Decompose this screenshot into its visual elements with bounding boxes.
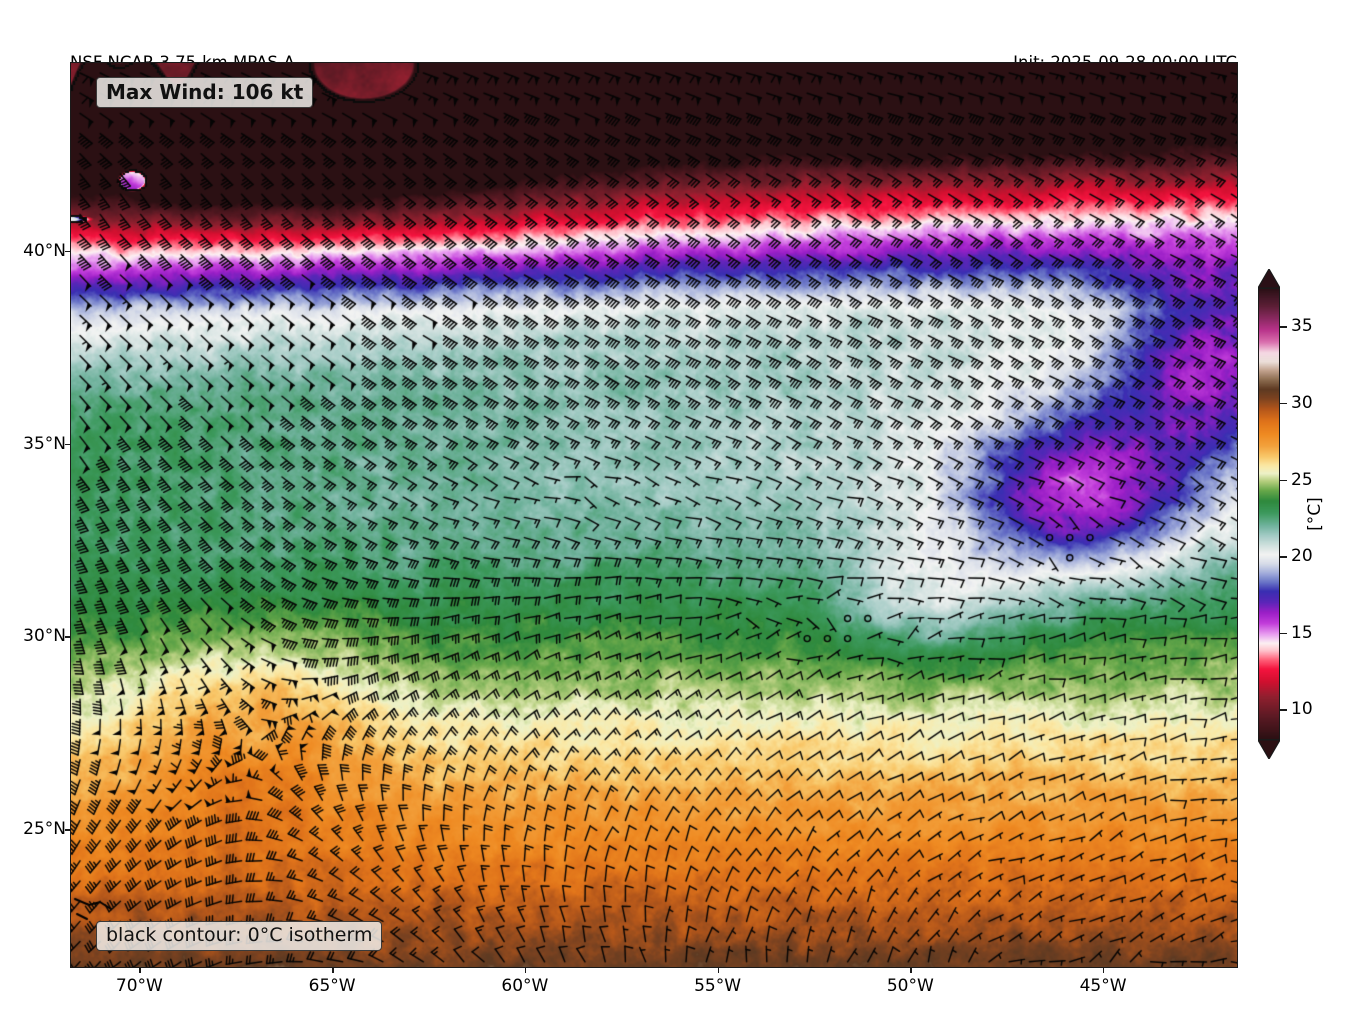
lon-tick-label-45°w: 45°W bbox=[1079, 976, 1127, 996]
max-wind-annotation: Max Wind: 106 kt bbox=[96, 77, 314, 109]
colorbar-gradient bbox=[1258, 288, 1280, 740]
colorbar-tickmark bbox=[1280, 479, 1287, 481]
lat-tick-label-35°n: 35°N bbox=[23, 433, 66, 454]
colorbar[interactable] bbox=[1258, 269, 1280, 759]
lon-tick-label-55°w: 55°W bbox=[694, 976, 742, 996]
colorbar-axis-label: [°C] bbox=[1305, 497, 1325, 531]
lat-tick-label-40°n: 40°N bbox=[23, 240, 66, 261]
lat-tickmark bbox=[65, 443, 70, 446]
isotherm-legend-annotation: black contour: 0°C isotherm bbox=[96, 921, 383, 952]
temperature-wind-map[interactable]: Max Wind: 106 kt black contour: 0°C isot… bbox=[70, 62, 1238, 968]
colorbar-tick-label-35: 35 bbox=[1291, 316, 1313, 337]
lon-tickmark bbox=[139, 968, 141, 973]
colorbar-tickmark bbox=[1280, 402, 1287, 405]
lon-tickmark bbox=[1103, 968, 1105, 973]
colorbar-tick-label-30: 30 bbox=[1291, 392, 1313, 413]
lat-tick-label-25°n: 25°N bbox=[23, 819, 66, 840]
colorbar-tick-label-10: 10 bbox=[1291, 699, 1313, 720]
colorbar-tickmark bbox=[1280, 556, 1287, 558]
colorbar-tick-label-15: 15 bbox=[1291, 622, 1313, 643]
lon-tickmark bbox=[910, 968, 912, 973]
colorbar-tickmark bbox=[1280, 632, 1287, 635]
colorbar-tickmark bbox=[1280, 709, 1287, 711]
colorbar-extend-min-arrow bbox=[1258, 740, 1280, 759]
lat-tickmark bbox=[65, 829, 70, 831]
lon-tick-label-50°w: 50°W bbox=[886, 976, 934, 996]
colorbar-extend-max-arrow bbox=[1258, 269, 1280, 288]
lon-tick-label-70°w: 70°W bbox=[115, 976, 163, 996]
colorbar-tick-label-20: 20 bbox=[1291, 546, 1313, 567]
temperature-field-canvas bbox=[71, 63, 1237, 967]
lat-tick-label-30°n: 30°N bbox=[23, 626, 66, 647]
colorbar-tickmark bbox=[1280, 326, 1287, 328]
colorbar-tick-label-25: 25 bbox=[1291, 469, 1313, 490]
lon-tick-label-60°w: 60°W bbox=[501, 976, 549, 996]
lon-tickmark bbox=[524, 968, 527, 973]
lat-tickmark bbox=[65, 636, 70, 638]
lat-tickmark bbox=[65, 250, 70, 253]
lon-tickmark bbox=[332, 968, 334, 973]
lon-tick-label-65°w: 65°W bbox=[308, 976, 356, 996]
lon-tickmark bbox=[717, 968, 719, 973]
